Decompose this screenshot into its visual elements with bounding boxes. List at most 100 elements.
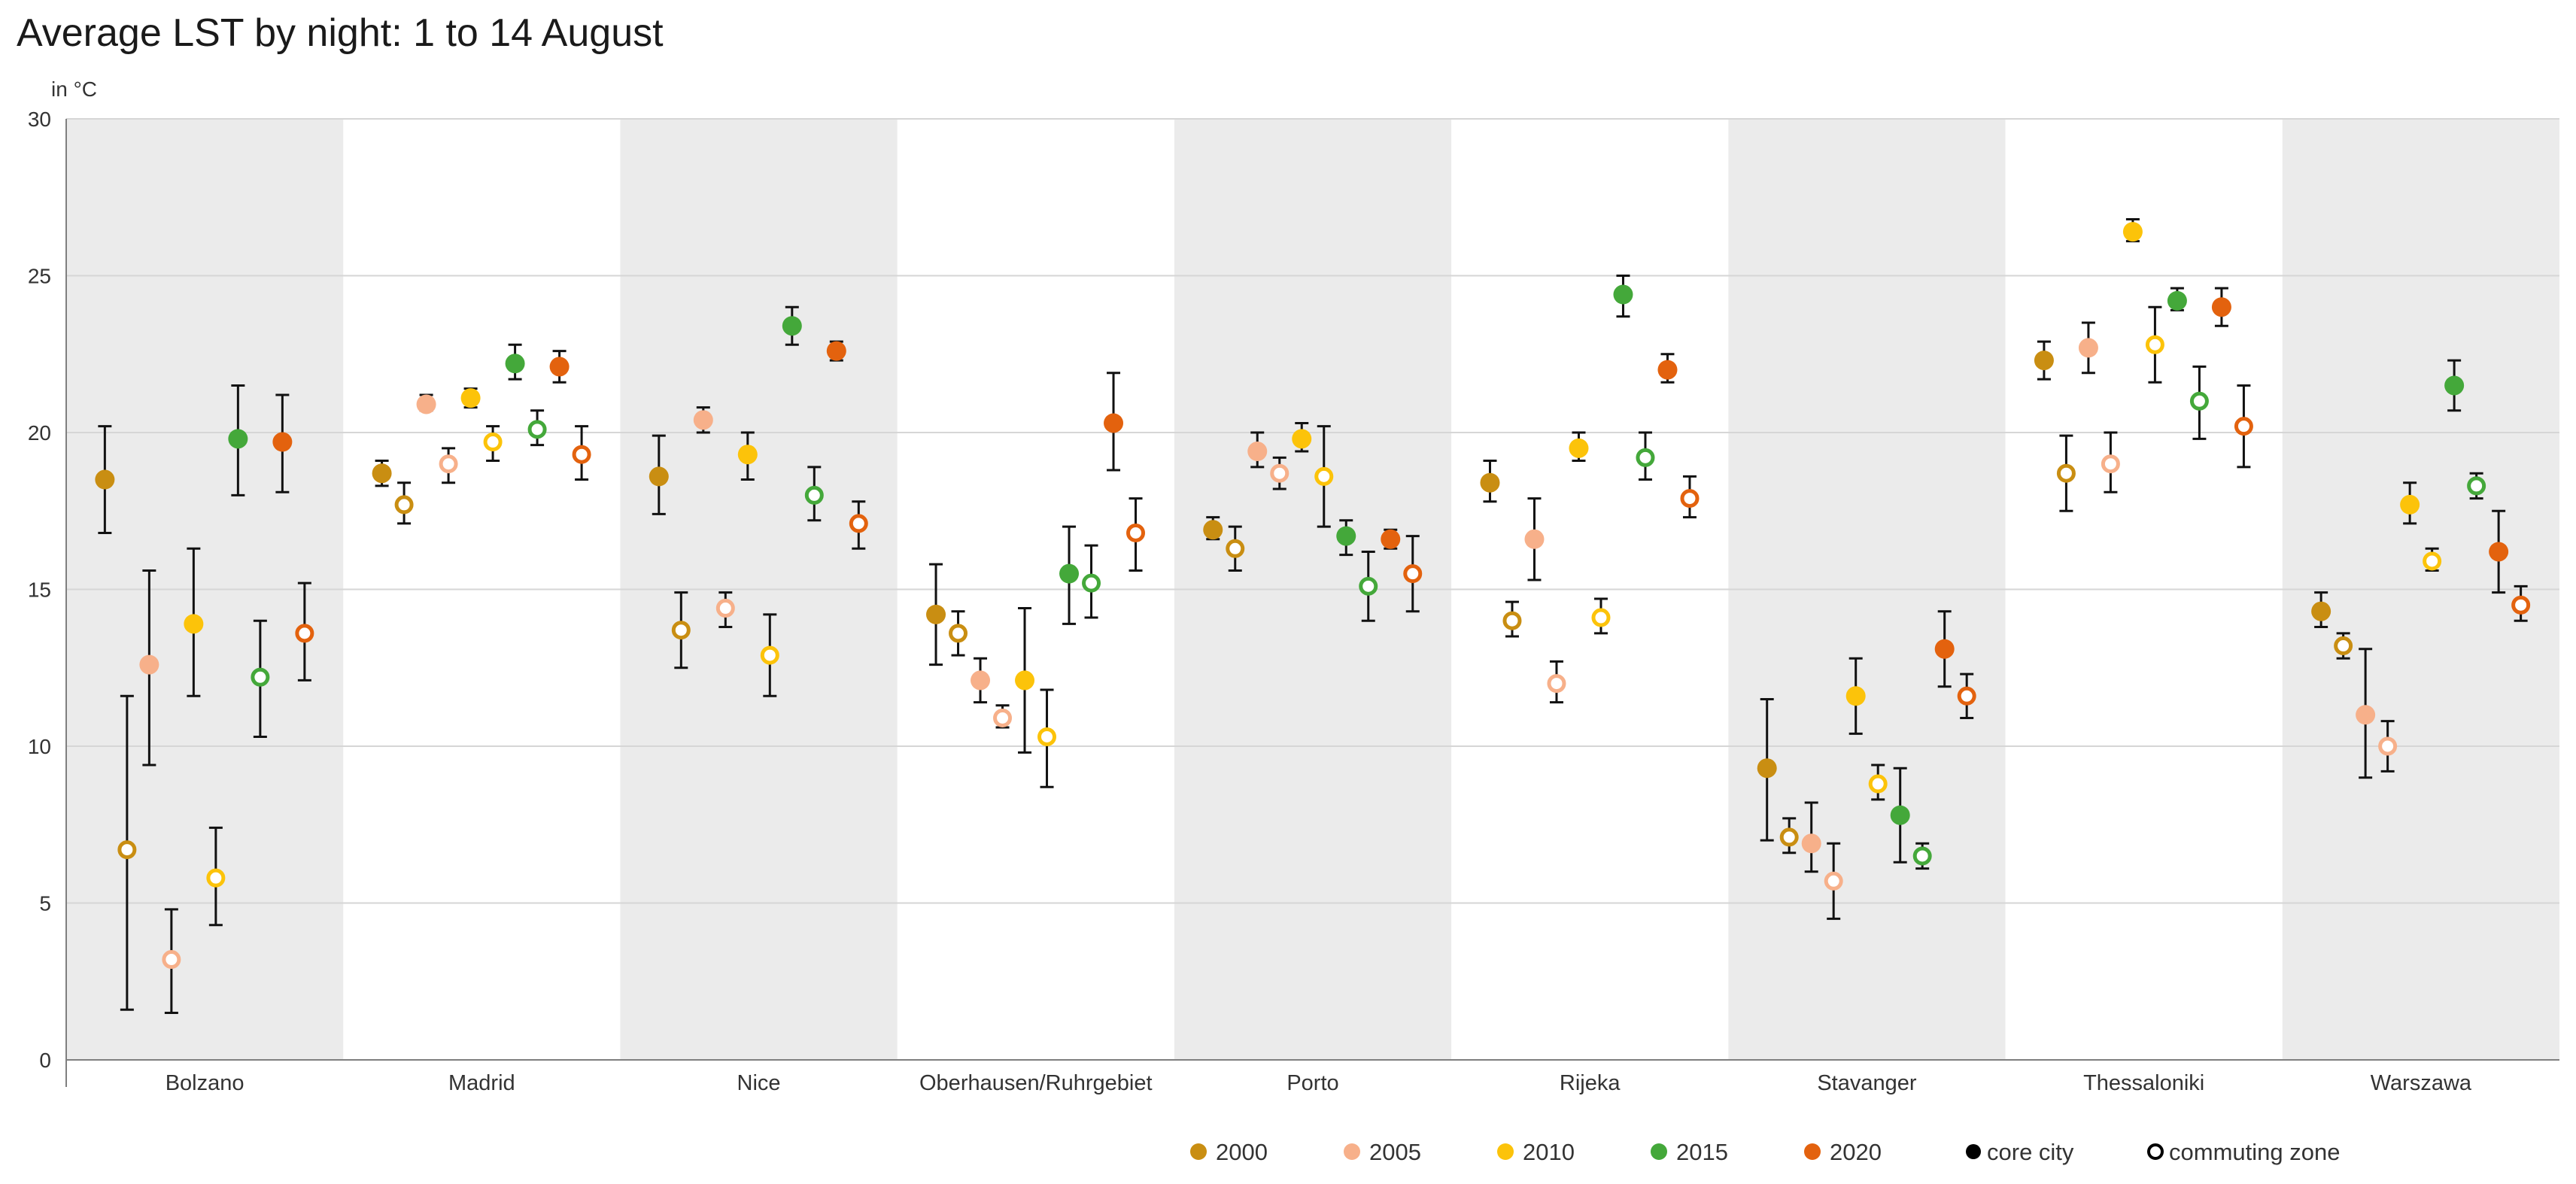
commuting-zone-point-2000: [2056, 463, 2076, 483]
commuting-zone-point-2010: [1314, 466, 1334, 486]
commuting-zone-point-2015: [527, 420, 547, 439]
core-city-point-2010: [1015, 670, 1035, 691]
commuting-zone-point-2000: [1779, 827, 1799, 847]
y-tick-label: 30: [28, 108, 51, 131]
commuting-zone-point-2010: [760, 645, 779, 665]
legend-marker-2010: [1497, 1143, 1514, 1160]
core-city-point-2015: [782, 316, 802, 336]
core-city-point-2005: [971, 670, 991, 691]
commuting-zone-point-2020: [295, 624, 314, 643]
y-axis-unit-label: in °C: [51, 77, 97, 101]
core-city-point-2010: [2122, 222, 2143, 242]
core-city-point-2015: [505, 354, 525, 374]
core-city-point-2000: [649, 466, 669, 487]
core-city-point-2000: [2034, 351, 2054, 371]
core-city-point-2005: [1247, 442, 1268, 462]
core-city-point-2005: [2356, 705, 2376, 725]
legend-marker-2005: [1344, 1143, 1360, 1160]
core-city-point-2005: [693, 410, 713, 430]
core-city-point-2020: [1934, 639, 1955, 659]
commuting-zone-point-2000: [117, 840, 137, 860]
commuting-zone-point-2000: [394, 495, 414, 515]
commuting-zone-point-2005: [2101, 454, 2120, 474]
y-tick-label: 15: [28, 578, 51, 602]
commuting-zone-point-2015: [1359, 576, 1378, 596]
commuting-zone-point-2015: [2189, 391, 2209, 411]
legend: 2000 2005 2010 2015 2020 core city commuting z…: [1190, 1139, 2340, 1165]
core-city-point-2015: [228, 429, 248, 449]
core-city-point-2010: [737, 445, 758, 465]
commuting-zone-point-2020: [1126, 523, 1146, 542]
y-tick-label: 5: [39, 892, 51, 915]
commuting-zone-point-2005: [993, 708, 1013, 727]
core-city-point-2020: [2489, 542, 2509, 562]
core-city-point-2000: [372, 463, 392, 484]
commuting-zone-point-2020: [572, 445, 591, 464]
core-city-point-2015: [1059, 563, 1080, 584]
y-tick-label: 20: [28, 421, 51, 445]
commuting-zone-point-2005: [162, 950, 181, 970]
data-markers: [95, 222, 2531, 970]
commuting-zone-point-2010: [483, 433, 503, 452]
core-city-point-2015: [2167, 290, 2187, 311]
core-city-point-2015: [1890, 805, 1910, 825]
core-city-point-2010: [1845, 686, 1866, 706]
commuting-zone-point-2020: [2234, 417, 2253, 436]
legend-marker-commuting-zone: [2147, 1143, 2164, 1160]
commuting-zone-point-2020: [1680, 489, 1700, 509]
core-city-point-2010: [1292, 429, 1312, 449]
core-city-point-2000: [1757, 758, 1777, 779]
axes: [65, 119, 2559, 1087]
commuting-zone-point-2000: [2334, 636, 2353, 656]
commuting-zone-point-2020: [2511, 595, 2531, 615]
commuting-zone-point-2000: [1226, 539, 1245, 558]
x-category-label: Rijeka: [1560, 1071, 1621, 1095]
commuting-zone-point-2005: [439, 454, 458, 474]
commuting-zone-point-2005: [1547, 674, 1566, 694]
core-city-point-2015: [1613, 284, 1633, 305]
legend-label-core-city: core city: [1987, 1139, 2074, 1165]
x-category-label: Porto: [1286, 1071, 1338, 1095]
core-city-point-2020: [1657, 360, 1678, 380]
legend-label-2005: 2005: [1369, 1139, 1421, 1165]
x-category-label: Bolzano: [166, 1071, 245, 1095]
legend-label-2020: 2020: [1830, 1139, 1882, 1165]
core-city-point-2000: [1203, 520, 1223, 540]
commuting-zone-point-2000: [1502, 611, 1522, 630]
core-city-point-2005: [1524, 529, 1545, 549]
legend-label-commuting-zone: commuting zone: [2169, 1139, 2340, 1165]
commuting-zone-point-2020: [1403, 564, 1423, 584]
y-tick-label: 0: [39, 1049, 51, 1072]
core-city-point-2005: [1801, 833, 1821, 854]
legend-marker-core-city: [1966, 1144, 1981, 1159]
core-city-point-2020: [1381, 529, 1401, 549]
commuting-zone-point-2015: [1082, 573, 1101, 593]
commuting-zone-point-2015: [804, 485, 824, 505]
x-category-label: Stavanger: [1817, 1071, 1917, 1095]
core-city-point-2005: [139, 654, 159, 675]
commuting-zone-point-2005: [1824, 871, 1843, 891]
core-city-point-2015: [2444, 375, 2465, 396]
commuting-zone-point-2000: [949, 624, 968, 643]
core-city-point-2000: [2311, 601, 2331, 621]
x-category-label: Oberhausen/Ruhrgebiet: [919, 1071, 1153, 1095]
core-city-point-2000: [926, 604, 946, 624]
core-city-point-2010: [460, 388, 481, 408]
commuting-zone-point-2000: [671, 621, 691, 640]
x-category-label: Nice: [737, 1071, 781, 1095]
chart-title: Average LST by night: 1 to 14 August: [17, 11, 664, 55]
commuting-zone-point-2015: [1636, 448, 1655, 467]
y-tick-label: 25: [28, 265, 51, 288]
commuting-zone-point-2005: [715, 599, 735, 618]
core-city-point-2005: [416, 394, 436, 414]
commuting-zone-point-2010: [2145, 335, 2164, 354]
commuting-zone-point-2015: [1912, 846, 1932, 866]
commuting-zone-point-2010: [2423, 551, 2442, 571]
commuting-zone-point-2005: [1270, 463, 1290, 483]
legend-marker-2000: [1190, 1143, 1207, 1160]
commuting-zone-point-2015: [251, 667, 270, 687]
commuting-zone-point-2020: [1957, 686, 1976, 706]
commuting-zone-point-2015: [2467, 476, 2486, 496]
core-city-point-2015: [1336, 526, 1356, 546]
